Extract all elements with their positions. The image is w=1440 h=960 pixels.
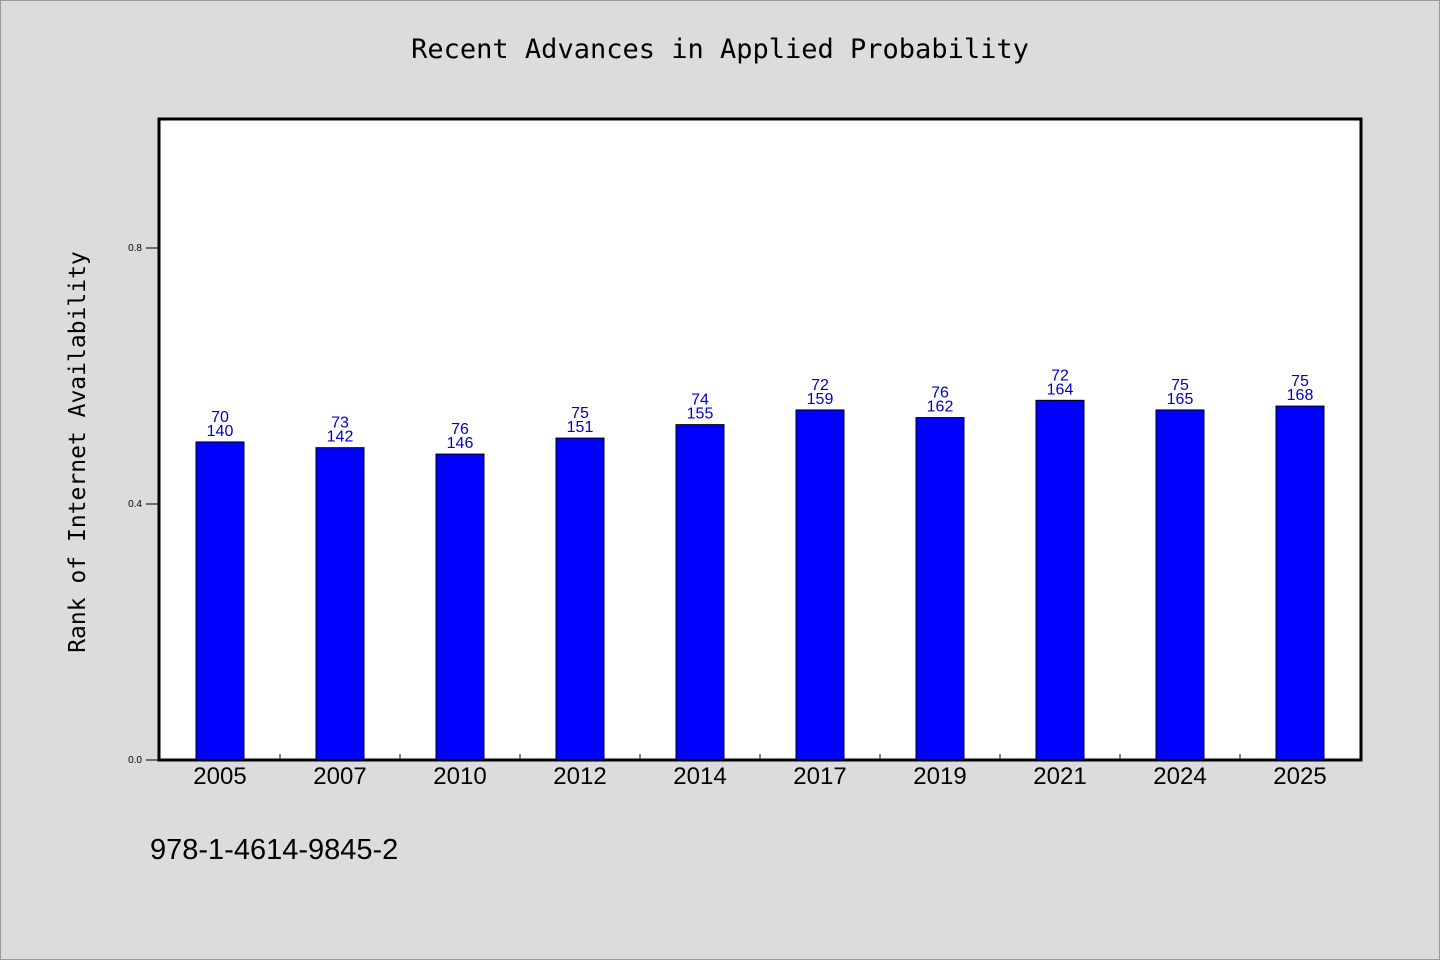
- data-label-top: 73: [331, 415, 349, 432]
- data-label-bottom: 165: [1167, 391, 1194, 408]
- data-label-bottom: 159: [807, 391, 834, 408]
- bar: [915, 417, 965, 761]
- data-label-bottom: 151: [567, 419, 594, 436]
- data-label-bottom: 140: [207, 423, 234, 440]
- y-tick-label: 0.4: [128, 499, 142, 510]
- x-tick-label: 2014: [673, 763, 726, 790]
- data-label-top: 72: [1051, 367, 1069, 384]
- bar: [1275, 405, 1325, 761]
- bar: [435, 453, 485, 761]
- bar: [1155, 409, 1205, 761]
- bar: [195, 441, 245, 761]
- x-tick-label: 2007: [313, 763, 366, 790]
- x-tick-label: 2017: [793, 763, 846, 790]
- x-tick-label: 2024: [1153, 763, 1206, 790]
- isbn-text: 978-1-4614-9845-2: [150, 834, 399, 866]
- data-label-top: 74: [691, 392, 709, 409]
- data-label-bottom: 168: [1287, 387, 1314, 404]
- data-label-bottom: 146: [447, 435, 474, 452]
- x-tick-label: 2019: [913, 763, 966, 790]
- chart-title: Recent Advances in Applied Probability: [411, 34, 1029, 65]
- data-label-top: 76: [931, 385, 949, 402]
- data-label-bottom: 142: [327, 429, 354, 446]
- x-tick-label: 2010: [433, 763, 486, 790]
- x-tick-label: 2021: [1033, 763, 1086, 790]
- x-tick-label: 2012: [553, 763, 606, 790]
- x-tick-label: 2005: [193, 763, 246, 790]
- data-label-top: 75: [1171, 377, 1189, 394]
- data-label-top: 75: [1291, 373, 1309, 390]
- bar: [795, 409, 845, 761]
- data-label-bottom: 155: [687, 406, 714, 423]
- bar: [315, 447, 365, 761]
- y-tick-label: 0.0: [128, 755, 142, 766]
- data-label-top: 76: [451, 421, 469, 438]
- data-label-top: 75: [571, 405, 589, 422]
- x-tick-label: 2025: [1273, 763, 1326, 790]
- data-label-top: 70: [211, 409, 229, 426]
- y-tick-label: 0.8: [128, 243, 142, 254]
- data-label-bottom: 164: [1047, 381, 1074, 398]
- data-label-bottom: 162: [927, 399, 954, 416]
- data-label-top: 72: [811, 377, 829, 394]
- bar: [1035, 399, 1085, 761]
- bar: [675, 424, 725, 761]
- bar: [555, 437, 605, 761]
